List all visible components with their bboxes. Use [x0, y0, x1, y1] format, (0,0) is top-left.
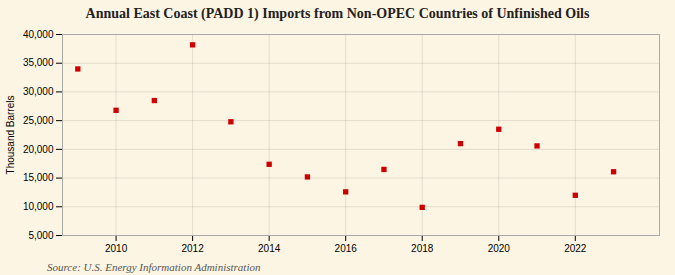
html-text:Source: U.S. Energy Informatio: Source: U.S. Energy Information Administ…: [47, 261, 261, 273]
html-text:Annual East Coast (PADD 1) Imp: Annual East Coast (PADD 1) Imports from …: [85, 6, 590, 21]
svg-text:5,000: 5,000: [28, 230, 53, 241]
svg-text:2020: 2020: [488, 243, 511, 254]
svg-text:10,000: 10,000: [23, 201, 54, 212]
svg-text:40,000: 40,000: [23, 29, 54, 40]
svg-text:15,000: 15,000: [23, 172, 54, 183]
svg-text:2018: 2018: [411, 243, 434, 254]
svg-text:2016: 2016: [335, 243, 358, 254]
svg-text:25,000: 25,000: [23, 115, 54, 126]
svg-text:Thousand Barrels: Thousand Barrels: [5, 96, 16, 175]
svg-text:30,000: 30,000: [23, 86, 54, 97]
svg-text:2010: 2010: [105, 243, 128, 254]
svg-text:2012: 2012: [181, 243, 204, 254]
svg-text:20,000: 20,000: [23, 144, 54, 155]
svg-text:2014: 2014: [258, 243, 281, 254]
svg-text:2022: 2022: [564, 243, 587, 254]
svg-text:35,000: 35,000: [23, 57, 54, 68]
